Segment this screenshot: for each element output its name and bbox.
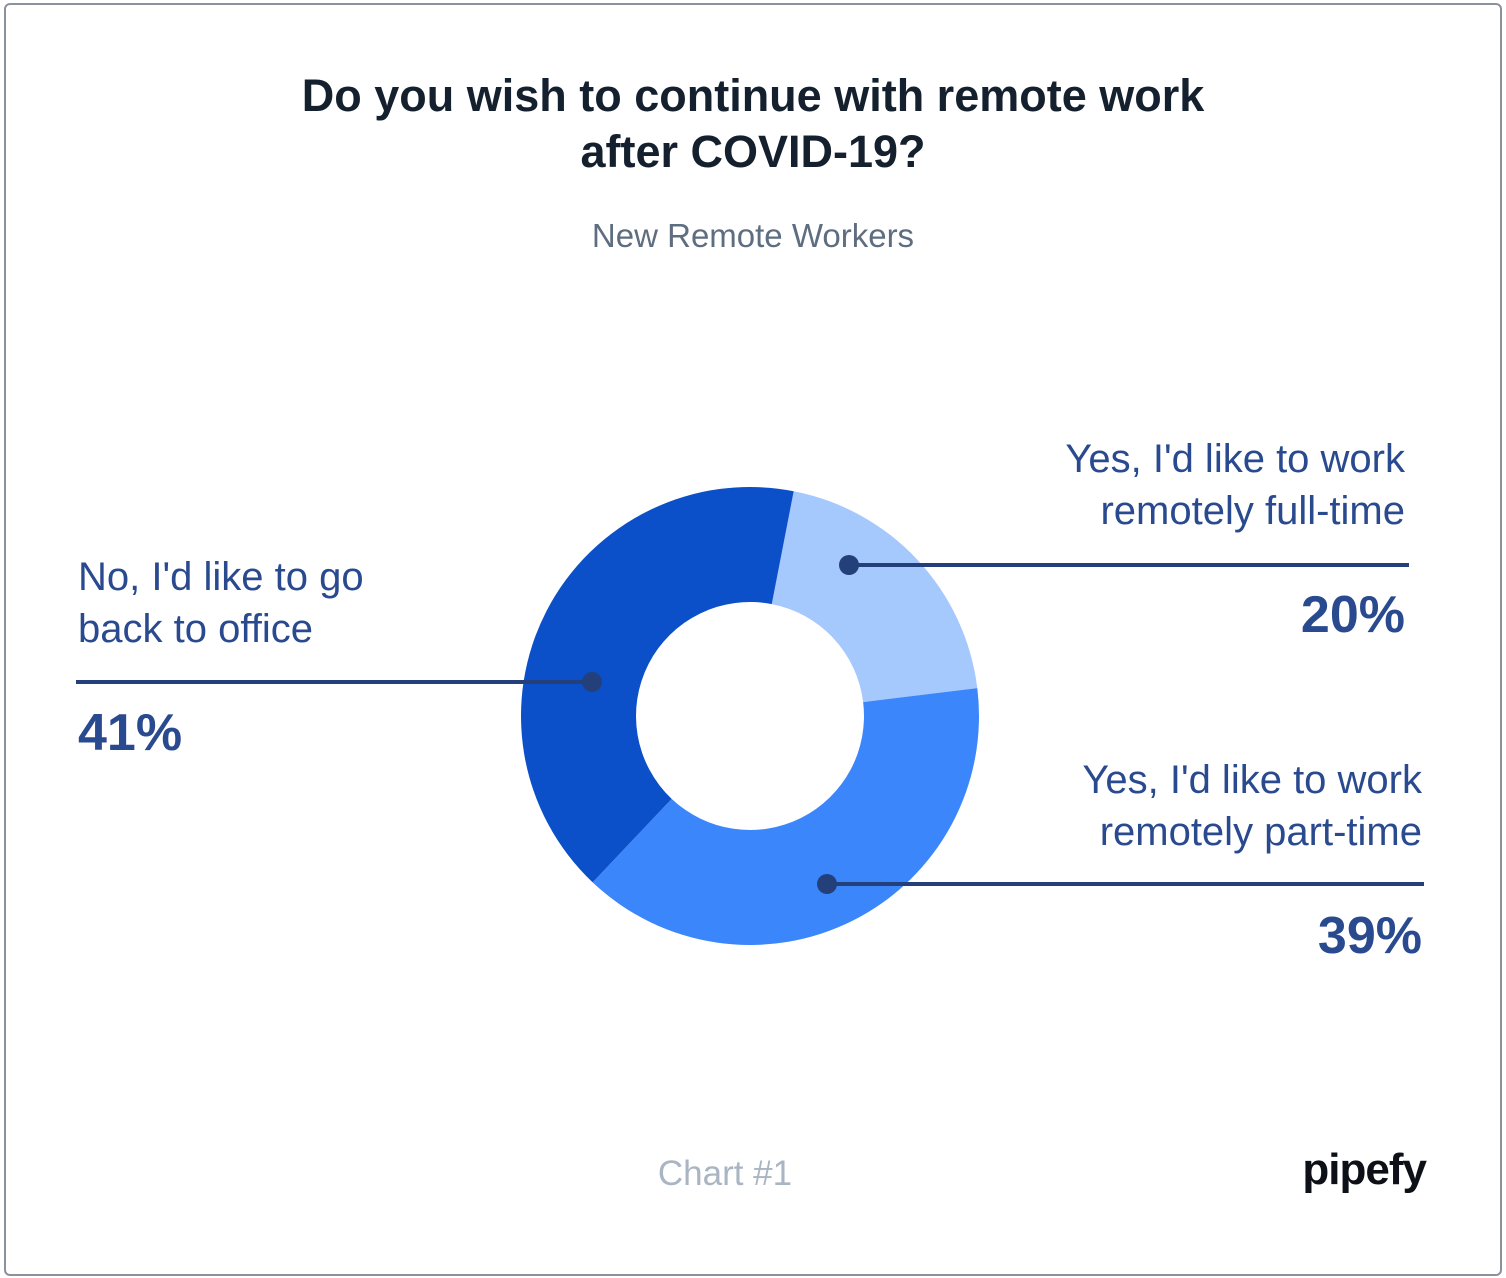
- slice-label-part-time-line-1: Yes, I'd like to work: [1082, 758, 1423, 802]
- chart-title: Do you wish to continue with remote work…: [0, 68, 1506, 180]
- callout-dot-part-time: [817, 874, 837, 894]
- chart-subtitle: New Remote Workers: [591, 217, 915, 254]
- callout-dot-office: [582, 672, 602, 692]
- chart-title-line-2: after COVID-19?: [580, 126, 926, 177]
- callout-part-time: Yes, I'd like to work remotely part-time…: [817, 758, 1424, 965]
- slice-label-full-time-line-1: Yes, I'd like to work: [1065, 437, 1406, 481]
- slice-label-part-time-line-2: remotely part-time: [1100, 810, 1422, 854]
- callout-full-time: Yes, I'd like to work remotely full-time…: [839, 437, 1409, 644]
- slice-value-full-time: 20%: [1301, 586, 1405, 644]
- chart-title-line-1: Do you wish to continue with remote work: [301, 70, 1205, 121]
- slice-value-part-time: 39%: [1318, 907, 1422, 965]
- slice-label-office-line-1: No, I'd like to go: [78, 555, 364, 599]
- chart-frame: [4, 3, 1502, 1276]
- chart-number-label: Chart #1: [657, 1154, 793, 1193]
- callout-office: No, I'd like to go back to office 41%: [76, 555, 602, 762]
- donut-slice-part-time: [592, 688, 979, 945]
- slice-value-office: 41%: [78, 704, 182, 762]
- donut-slice-office: [520, 486, 794, 883]
- donut-slices: [520, 486, 979, 945]
- slice-label-office-line-2: back to office: [78, 607, 313, 651]
- callout-dot-full-time: [839, 555, 859, 575]
- slice-label-full-time-line-2: remotely full-time: [1100, 489, 1405, 533]
- donut-slice-full-time: [771, 491, 978, 703]
- pipefy-logo: pipefy: [1302, 1145, 1427, 1194]
